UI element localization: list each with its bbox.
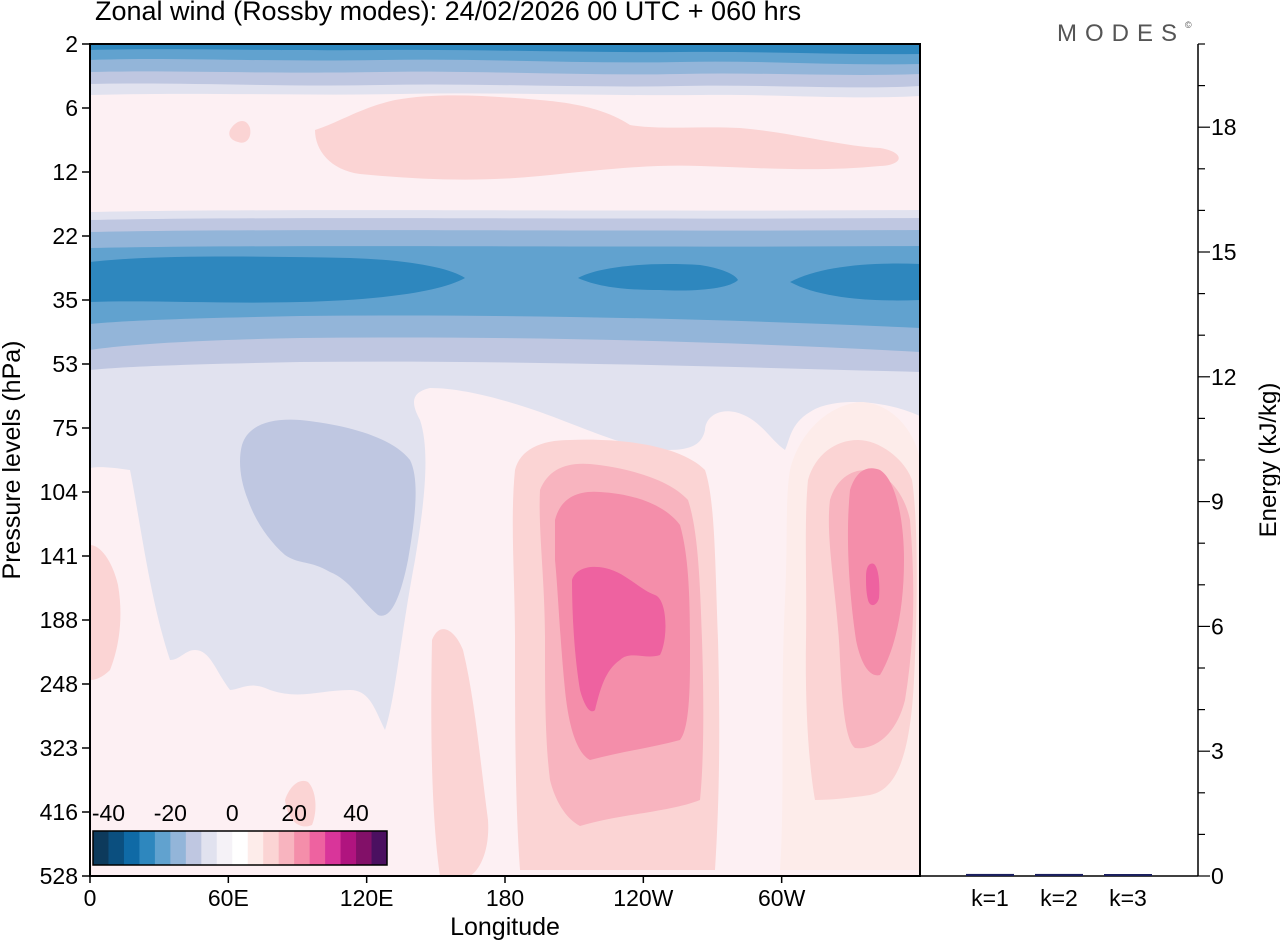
energy-tick-label: 18 <box>1211 114 1237 140</box>
energy-tick-label: 6 <box>1211 613 1224 639</box>
x-tick-label: 0 <box>84 885 97 911</box>
y-axis-label: Pressure levels (hPa) <box>0 341 26 580</box>
energy-axis-label: Energy (kJ/kg) <box>1255 383 1280 538</box>
energy-tick-label: 3 <box>1211 738 1224 764</box>
colorbar-swatch <box>371 831 388 865</box>
colorbar-swatch <box>93 831 109 865</box>
colorbar-swatch <box>278 831 295 865</box>
pressure-axis: 2 6 12 22 35 53 75 104 141 188 248 323 416 528 <box>40 31 90 889</box>
contour-pink-core <box>572 566 666 712</box>
energy-bars: k=1 k=2 k=3 <box>966 873 1152 911</box>
energy-axis: 0 3 6 9 12 15 18 <box>1198 43 1237 889</box>
y-tick-label: 35 <box>52 287 78 313</box>
colorbar-swatch <box>123 831 140 865</box>
y-tick-label: 528 <box>40 863 78 889</box>
colorbar-swatch <box>340 831 357 865</box>
contour-jet-core-west <box>90 256 465 303</box>
energy-bar <box>1104 874 1152 876</box>
colorbar-swatch <box>170 831 187 865</box>
x-tick-label: 180 <box>486 885 524 911</box>
colorbar-swatch <box>154 831 171 865</box>
colorbar-tick-label: 20 <box>281 800 307 826</box>
energy-tick-label: 15 <box>1211 239 1237 265</box>
contour-plot <box>90 44 920 876</box>
y-tick-label: 104 <box>40 479 79 505</box>
x-tick-label: 120E <box>340 885 394 911</box>
energy-bar <box>966 873 1014 876</box>
colorbar-swatch <box>294 831 311 865</box>
colorbar-tick-label: 0 <box>226 800 239 826</box>
contour-small-west <box>90 545 121 680</box>
y-tick-label: 188 <box>40 607 78 633</box>
contour-westerly-small <box>229 121 251 143</box>
colorbar-swatch <box>108 831 125 865</box>
copyright-mark: © <box>1185 20 1192 30</box>
contour-pink-east-core <box>866 563 880 606</box>
y-tick-label: 141 <box>40 543 78 569</box>
y-tick-label: 6 <box>65 95 78 121</box>
x-tick-label: 60W <box>758 885 806 911</box>
y-tick-label: 248 <box>40 671 78 697</box>
colorbar-tick-label: 40 <box>343 800 369 826</box>
colorbar-swatch <box>139 831 156 865</box>
colorbar-tick-label: -20 <box>154 800 187 826</box>
energy-bar-label: k=2 <box>1040 885 1078 911</box>
colorbar-swatch <box>325 831 342 865</box>
chart-title: Zonal wind (Rossby modes): 24/02/2026 00… <box>95 0 802 26</box>
y-tick-label: 323 <box>40 735 78 761</box>
colorbar-swatch <box>201 831 218 865</box>
y-tick-label: 53 <box>52 351 78 377</box>
colorbar-swatch <box>356 831 373 865</box>
colorbar-frame <box>92 830 388 866</box>
energy-bar <box>1035 873 1083 876</box>
colorbar-swatch <box>263 831 280 865</box>
contour-jet-core-east <box>790 263 920 301</box>
x-tick-label: 120W <box>613 885 673 911</box>
colorbar-swatch <box>185 831 202 865</box>
contour-upper-band-core <box>90 44 920 55</box>
energy-bar-label: k=3 <box>1109 885 1147 911</box>
x-tick-label: 60E <box>208 885 249 911</box>
y-tick-label: 416 <box>40 799 78 825</box>
colorbar-swatch <box>309 831 326 865</box>
x-axis-label: Longitude <box>450 913 560 941</box>
contour-tongue-west <box>431 629 489 876</box>
contour-westerly-upper <box>315 95 899 180</box>
colorbar-swatch <box>216 831 233 865</box>
colorbar-swatch <box>232 831 249 865</box>
y-tick-label: 75 <box>52 415 78 441</box>
y-tick-label: 22 <box>52 223 78 249</box>
colorbar: -40 -20 0 20 40 <box>92 800 388 866</box>
energy-tick-label: 9 <box>1211 489 1224 515</box>
y-tick-label: 12 <box>52 159 78 185</box>
y-tick-label: 2 <box>65 31 78 57</box>
longitude-axis: 0 60E 120E 180 120W 60W <box>84 876 806 911</box>
contour-easterly-cell <box>240 419 416 616</box>
contour-jet-core-central <box>578 264 738 291</box>
energy-bar-label: k=1 <box>971 885 1009 911</box>
contour-small-surface <box>285 780 316 827</box>
energy-tick-label: 12 <box>1211 364 1237 390</box>
modes-logo: MODES© <box>1057 20 1192 48</box>
colorbar-tick-label: -40 <box>92 800 125 826</box>
energy-tick-label: 0 <box>1211 863 1224 889</box>
colorbar-swatch <box>247 831 264 865</box>
brand-text: MODES <box>1057 20 1186 47</box>
